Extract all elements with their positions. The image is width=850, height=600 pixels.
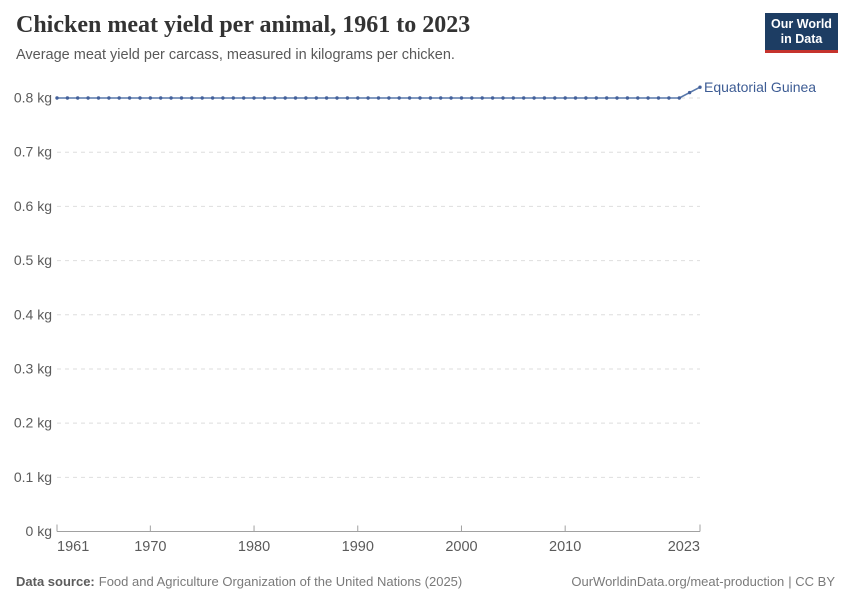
data-point: [179, 96, 184, 100]
footer-url-link[interactable]: OurWorldinData.org/meat-production: [571, 574, 785, 589]
data-point: [449, 96, 453, 100]
data-point: [459, 96, 464, 100]
data-point: [169, 96, 173, 100]
data-point: [605, 96, 609, 100]
data-point: [625, 96, 630, 100]
data-point: [335, 96, 339, 100]
data-point: [687, 90, 692, 95]
data-point: [542, 96, 547, 100]
data-point: [418, 96, 422, 100]
data-point: [314, 96, 318, 100]
data-point: [397, 96, 401, 100]
data-point: [293, 96, 298, 100]
data-point: [511, 96, 515, 100]
data-point: [210, 96, 215, 100]
logo-line1: Our World: [771, 17, 832, 31]
data-point: [573, 96, 578, 100]
data-point: [262, 96, 267, 100]
data-point: [667, 96, 671, 100]
data-source-text: Food and Agriculture Organization of the…: [98, 574, 463, 589]
data-point: [490, 96, 495, 100]
data-point: [242, 96, 246, 100]
data-point: [117, 96, 121, 100]
logo-line2: in Data: [780, 32, 823, 46]
data-point: [407, 96, 412, 100]
data-point: [86, 96, 90, 100]
data-point: [345, 96, 350, 100]
y-tick-label: 0.3 kg: [14, 360, 52, 376]
y-tick-label: 0.6 kg: [14, 198, 52, 214]
y-tick-label: 0.7 kg: [14, 144, 52, 160]
data-point: [636, 96, 640, 100]
x-tick-label: 1980: [238, 539, 270, 555]
chart-subtitle: Average meat yield per carcass, measured…: [16, 47, 455, 63]
data-point: [553, 96, 557, 100]
x-tick-label: 2010: [549, 539, 581, 555]
data-point: [127, 96, 132, 100]
data-point: [148, 96, 152, 100]
data-point: [76, 96, 80, 100]
series-label[interactable]: Equatorial Guinea: [704, 79, 816, 95]
data-point: [366, 96, 370, 100]
data-point: [65, 96, 70, 100]
data-point: [356, 96, 360, 100]
y-tick-label: 0.2 kg: [14, 415, 52, 431]
x-tick-label: 2000: [445, 539, 477, 555]
y-tick-label: 0.1 kg: [14, 469, 52, 485]
data-point: [480, 96, 484, 100]
data-point: [428, 96, 433, 100]
data-point: [646, 96, 650, 100]
data-point: [677, 96, 681, 100]
x-tick-label: 1961: [57, 539, 89, 555]
x-tick-label: 1970: [134, 539, 166, 555]
data-point: [252, 96, 256, 100]
data-point: [615, 96, 619, 100]
footer-links: OurWorldinData.org/meat-production | CC B…: [571, 574, 835, 589]
page-title: Chicken meat yield per animal, 1961 to 2…: [16, 12, 471, 38]
data-point: [96, 96, 101, 100]
y-tick-label: 0 kg: [26, 523, 52, 539]
data-point: [563, 96, 567, 100]
data-point: [387, 96, 391, 100]
license-label: | CC BY: [788, 574, 835, 589]
data-point: [584, 96, 588, 100]
y-tick-label: 0.4 kg: [14, 306, 52, 322]
y-tick-label: 0.8 kg: [14, 90, 52, 106]
data-point: [656, 96, 661, 100]
data-point: [138, 96, 142, 100]
data-point: [273, 96, 277, 100]
data-point: [107, 96, 111, 100]
data-point: [283, 96, 287, 100]
data-source: Data source: Food and Agriculture Organiz…: [16, 574, 462, 589]
data-point: [190, 96, 194, 100]
data-point: [324, 96, 329, 100]
chart-footer: Data source: Food and Agriculture Organiz…: [16, 574, 835, 589]
chart-svg: 0 kg 0.1 kg 0.2 kg 0.3 kg 0.4 kg 0.5 kg 0.6 kg…: [14, 79, 816, 555]
data-point: [231, 96, 235, 100]
data-point: [55, 96, 59, 100]
data-point: [594, 96, 598, 100]
data-point: [376, 96, 381, 100]
data-point: [304, 96, 308, 100]
data-point: [501, 96, 505, 100]
y-tick-label: 0.5 kg: [14, 252, 52, 268]
data-point: [200, 96, 204, 100]
owid-logo[interactable]: Our World in Data: [765, 13, 838, 53]
x-tick-label: 2023: [668, 539, 700, 555]
data-point: [221, 96, 225, 100]
data-point: [439, 96, 443, 100]
data-point: [522, 96, 526, 100]
data-point: [698, 85, 702, 89]
data-point: [532, 96, 536, 100]
x-tick-label: 1990: [342, 539, 374, 555]
data-source-label: Data source:: [16, 574, 95, 589]
data-point: [159, 96, 163, 100]
data-point: [470, 96, 474, 100]
